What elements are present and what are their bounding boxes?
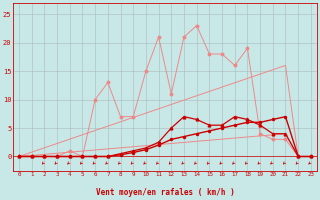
X-axis label: Vent moyen/en rafales ( km/h ): Vent moyen/en rafales ( km/h )	[96, 188, 234, 197]
